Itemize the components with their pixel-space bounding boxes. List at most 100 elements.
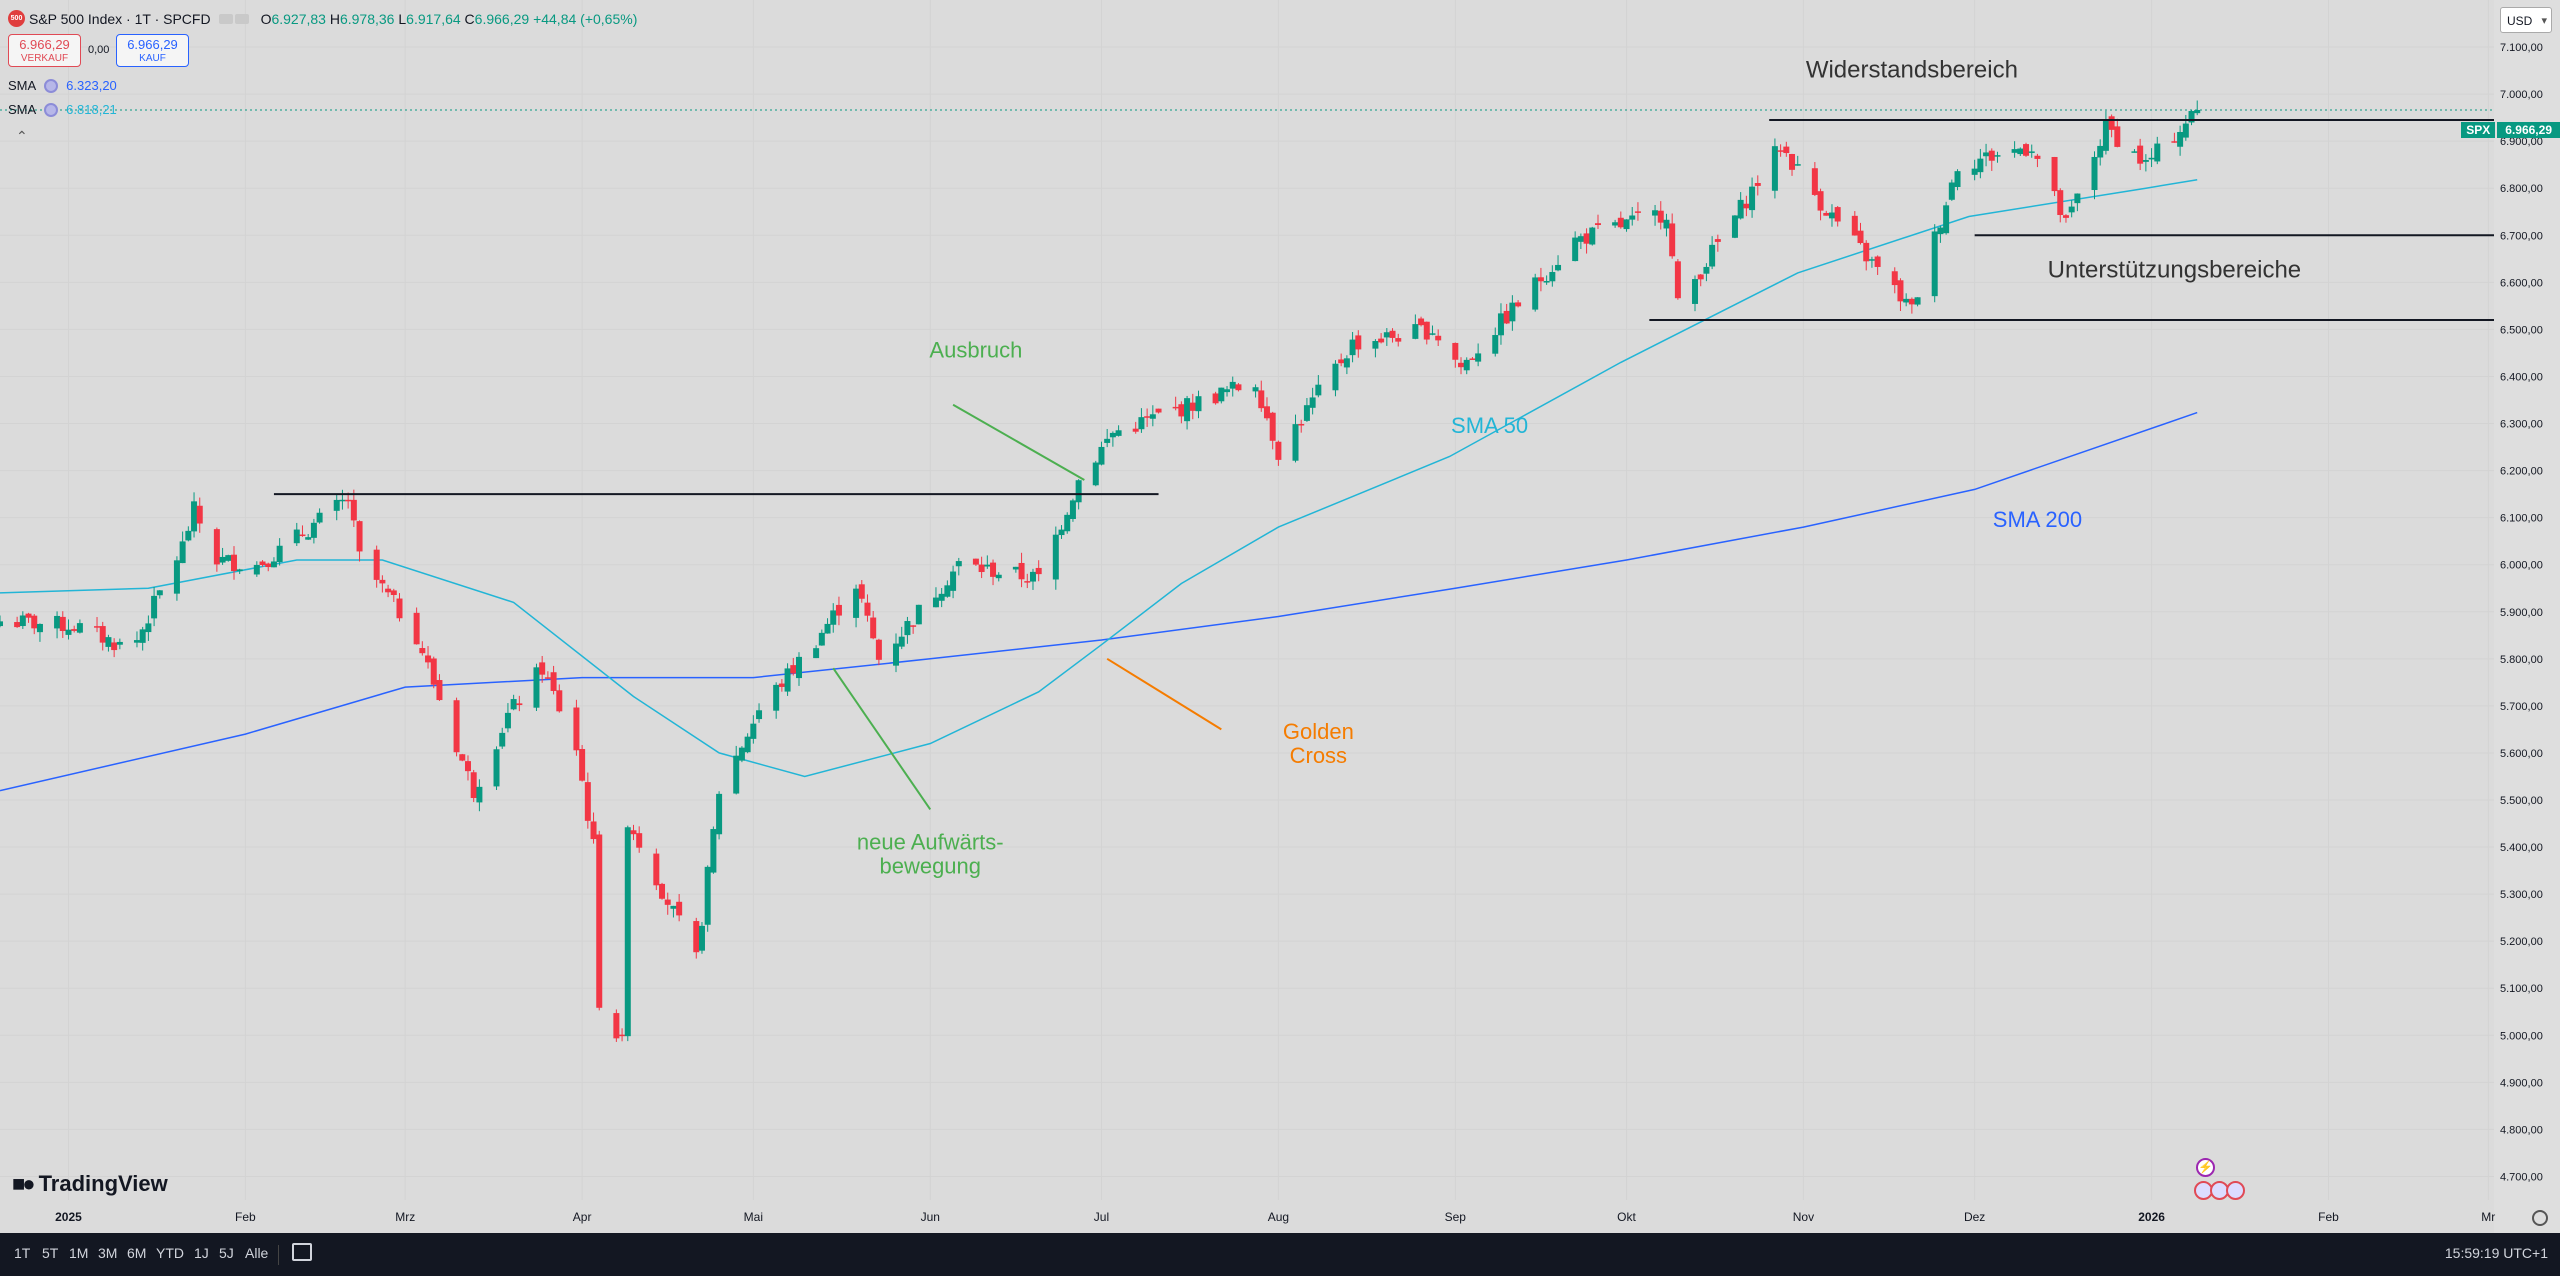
candle: [396, 593, 403, 622]
candle: [2068, 200, 2075, 218]
candle: [870, 610, 877, 640]
candle-body: [1703, 266, 1710, 274]
candle-body: [2194, 109, 2201, 114]
candle-body: [1577, 236, 1584, 242]
y-tick-label: 6.000,00: [2500, 560, 2543, 572]
candle: [1868, 256, 1875, 268]
sell-button[interactable]: 6.966,29 VERKAUF: [8, 34, 81, 67]
annotation-arrow: [952, 403, 1085, 481]
candle: [790, 657, 797, 676]
timeframe-5j[interactable]: 5J: [219, 1245, 234, 1261]
legend-toggle-icons[interactable]: [218, 13, 249, 24]
timeframe-1j[interactable]: 1J: [194, 1245, 209, 1261]
y-tick-label: 6.300,00: [2500, 419, 2543, 431]
candle: [613, 1009, 620, 1042]
candle: [2171, 132, 2178, 143]
candle: [1857, 222, 1864, 245]
candle-body: [333, 499, 340, 511]
timeframe-1m[interactable]: 1M: [69, 1245, 89, 1261]
candle: [2154, 136, 2161, 165]
symbol-title[interactable]: S&P 500 Index · 1T · SPCFD: [29, 10, 211, 27]
axis-settings-gear-icon[interactable]: [2532, 1210, 2548, 1226]
candle: [556, 684, 563, 713]
candle-body: [2068, 206, 2075, 213]
candle-body: [539, 662, 546, 675]
buy-button[interactable]: 6.966,29 KAUF: [116, 34, 189, 67]
candle-body: [744, 736, 751, 753]
candle: [2148, 148, 2155, 168]
timeframe-3m[interactable]: 3M: [98, 1245, 118, 1261]
candle-body: [778, 683, 785, 687]
candle: [345, 492, 352, 509]
candle-body: [1115, 430, 1122, 436]
indicator-legend-sma200[interactable]: SMA 6.323,20: [8, 78, 117, 93]
candle: [2028, 144, 2035, 158]
candle-body: [1714, 239, 1721, 242]
annotation-arrow: [1106, 657, 1222, 731]
timeframe-alle[interactable]: Alle: [245, 1245, 269, 1261]
candle: [2131, 149, 2138, 153]
indicator-legend-sma50[interactable]: SMA 6.818,21: [8, 102, 117, 117]
candle-body: [858, 584, 865, 599]
candle: [1463, 357, 1470, 375]
candle-body: [1652, 210, 1659, 216]
candle-body: [2114, 126, 2121, 147]
candle: [111, 638, 118, 658]
candle-body: [1743, 203, 1750, 209]
candle: [25, 612, 32, 623]
tradingview-logo[interactable]: ■● TradingView: [12, 1171, 168, 1197]
candle: [1052, 526, 1059, 590]
candle-body: [1937, 227, 1944, 235]
candle-body: [1657, 210, 1664, 223]
candle: [196, 497, 203, 533]
candle-body: [1149, 414, 1156, 419]
candle-body: [253, 564, 260, 575]
collapse-legend-chevron-icon[interactable]: ⌃: [16, 128, 28, 144]
candle-body: [1549, 272, 1556, 282]
candle: [693, 917, 700, 959]
candle: [795, 652, 802, 686]
candle: [1612, 219, 1619, 228]
currency-select[interactable]: USD: [2500, 7, 2552, 34]
indicator-settings-icon[interactable]: [44, 78, 59, 93]
candle-body: [1052, 534, 1059, 580]
candle-body: [1629, 215, 1636, 220]
candle-body: [71, 629, 78, 631]
x-tick-label: Okt: [1617, 1210, 1636, 1224]
candle-body: [1029, 571, 1036, 582]
candle: [419, 641, 426, 656]
candle: [139, 626, 146, 651]
candle-body: [932, 597, 939, 608]
candle-body: [738, 747, 745, 761]
annotation-label: neue Aufwärts-: [857, 829, 1004, 854]
candle-body: [550, 672, 557, 691]
timeframe-1t[interactable]: 1T: [14, 1245, 31, 1261]
y-tick-label: 4.800,00: [2500, 1124, 2543, 1136]
candle-body: [756, 710, 763, 720]
chart-grid: [0, 109, 2494, 111]
candle: [1172, 396, 1179, 411]
y-tick-label: 5.000,00: [2500, 1030, 2543, 1042]
timeframe-ytd[interactable]: YTD: [156, 1245, 184, 1261]
candle: [584, 772, 591, 829]
timeframe-5t[interactable]: 5T: [42, 1245, 59, 1261]
timeframe-6m[interactable]: 6M: [127, 1245, 147, 1261]
price-axis-background: [2494, 0, 2560, 1233]
candle: [1709, 236, 1716, 270]
symbol-legend[interactable]: 500 S&P 500 Index · 1T · SPCFD O6.927,83…: [8, 10, 637, 27]
event-bolt-icon[interactable]: ⚡: [2196, 1158, 2215, 1177]
price-chart[interactable]: Widerstandsbereich Unterstützungsbereiche…: [0, 0, 2560, 1233]
candle: [875, 638, 882, 666]
candle-body: [1035, 567, 1042, 575]
candle-body: [1098, 446, 1105, 465]
go-to-date-calendar-icon[interactable]: [292, 1243, 312, 1261]
candle: [1435, 329, 1442, 347]
indicator-settings-icon[interactable]: [44, 102, 59, 117]
candle: [1549, 265, 1556, 287]
candle: [1903, 293, 1910, 307]
candle-body: [1069, 500, 1076, 519]
event-us-flag-icon[interactable]: [2226, 1181, 2245, 1200]
y-tick-label: 5.900,00: [2500, 607, 2543, 619]
candle: [659, 882, 666, 900]
candle-body: [2097, 145, 2104, 158]
